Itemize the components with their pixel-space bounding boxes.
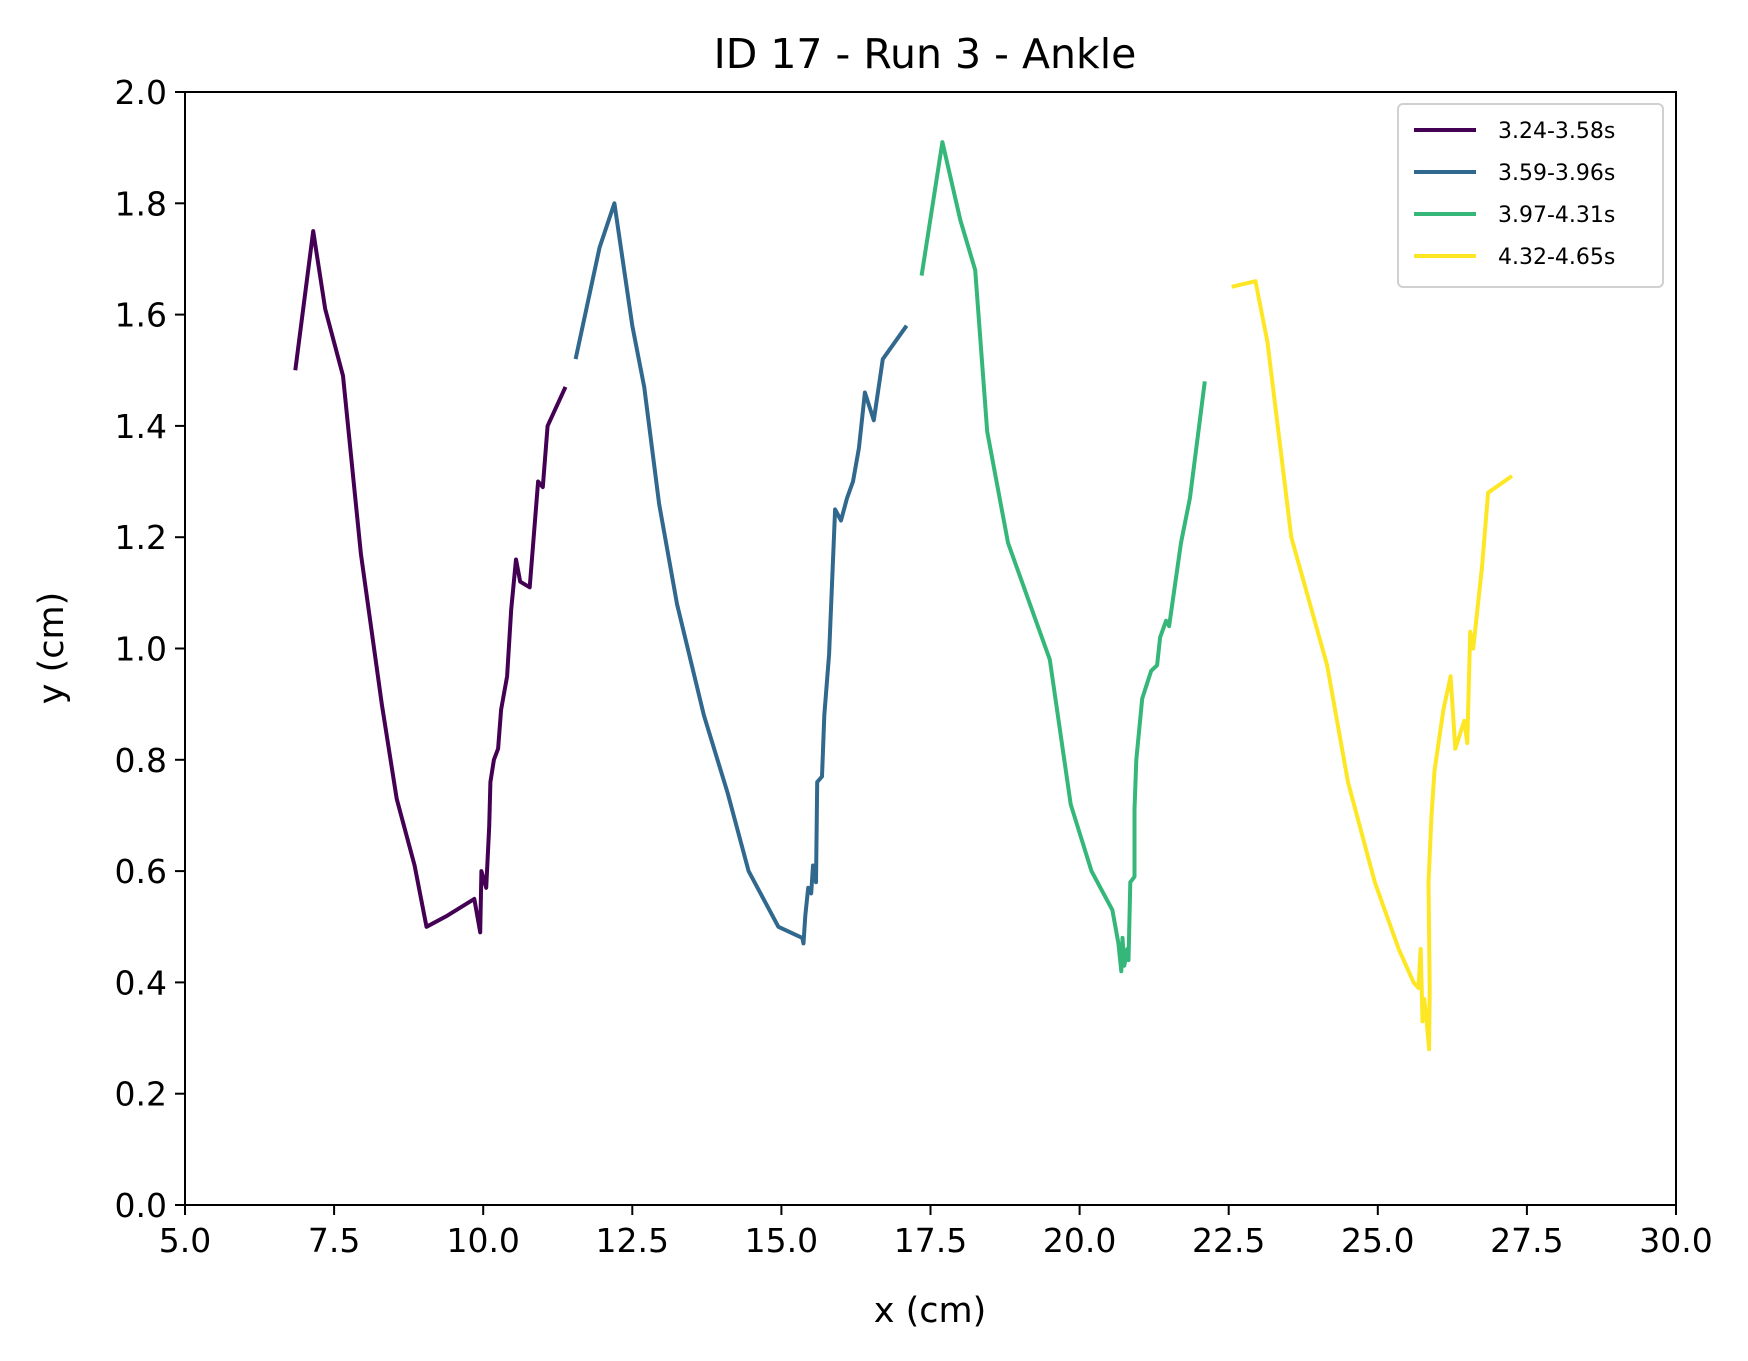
x-tick-label: 10.0 (446, 1221, 519, 1260)
x-tick-label: 15.0 (745, 1221, 818, 1260)
y-tick-label: 0.4 (115, 963, 167, 1002)
y-tick-label: 1.2 (115, 518, 167, 557)
x-tick-label: 17.5 (894, 1221, 967, 1260)
y-tick-label: 2.0 (115, 73, 167, 112)
y-tick-label: 0.0 (115, 1186, 167, 1225)
y-tick-label: 1.6 (115, 296, 167, 335)
y-tick-label: 0.8 (115, 741, 167, 780)
legend-label: 3.97-4.31s (1498, 203, 1615, 228)
legend-box (1397, 103, 1664, 288)
series-line-4 (1231, 279, 1514, 1052)
y-tick-label: 0.6 (115, 852, 167, 891)
legend: 3.24-3.58s 3.59-3.96s 3.97-4.31s 4.32-4.65s (1397, 103, 1664, 288)
x-tick-label: 20.0 (1043, 1221, 1116, 1260)
series-line-3 (919, 140, 1207, 974)
chart-title: ID 17 - Run 3 - Ankle (714, 30, 1137, 78)
x-tick-label: 25.0 (1341, 1221, 1414, 1260)
legend-label: 3.59-3.96s (1498, 161, 1615, 186)
x-axis-label: x (cm) (874, 1291, 987, 1331)
x-tick-label: 30.0 (1639, 1221, 1712, 1260)
x-tick-label: 7.5 (308, 1221, 360, 1260)
series-line-1 (293, 229, 568, 935)
x-tick-label: 5.0 (159, 1221, 211, 1260)
x-tick-label: 12.5 (596, 1221, 669, 1260)
plot-lines (293, 140, 1514, 1052)
x-axis: 5.0 7.5 10.0 12.5 15.0 17.5 20.0 22.5 25.0 27.5 30… (159, 1205, 1713, 1260)
y-tick-label: 1.8 (115, 184, 167, 223)
x-tick-label: 27.5 (1490, 1221, 1563, 1260)
x-tick-label: 22.5 (1192, 1221, 1265, 1260)
y-tick-label: 0.2 (115, 1075, 167, 1114)
legend-label: 3.24-3.58s (1498, 119, 1615, 144)
series-line-2 (573, 201, 909, 946)
y-tick-label: 1.4 (115, 407, 167, 446)
y-tick-label: 1.0 (115, 630, 167, 669)
y-axis: 0.0 0.2 0.4 0.6 0.8 1.0 1.2 1.4 1.6 1.8 2.0 (115, 73, 185, 1225)
legend-label: 4.32-4.65s (1498, 245, 1615, 270)
y-axis-label: y (cm) (32, 592, 72, 705)
